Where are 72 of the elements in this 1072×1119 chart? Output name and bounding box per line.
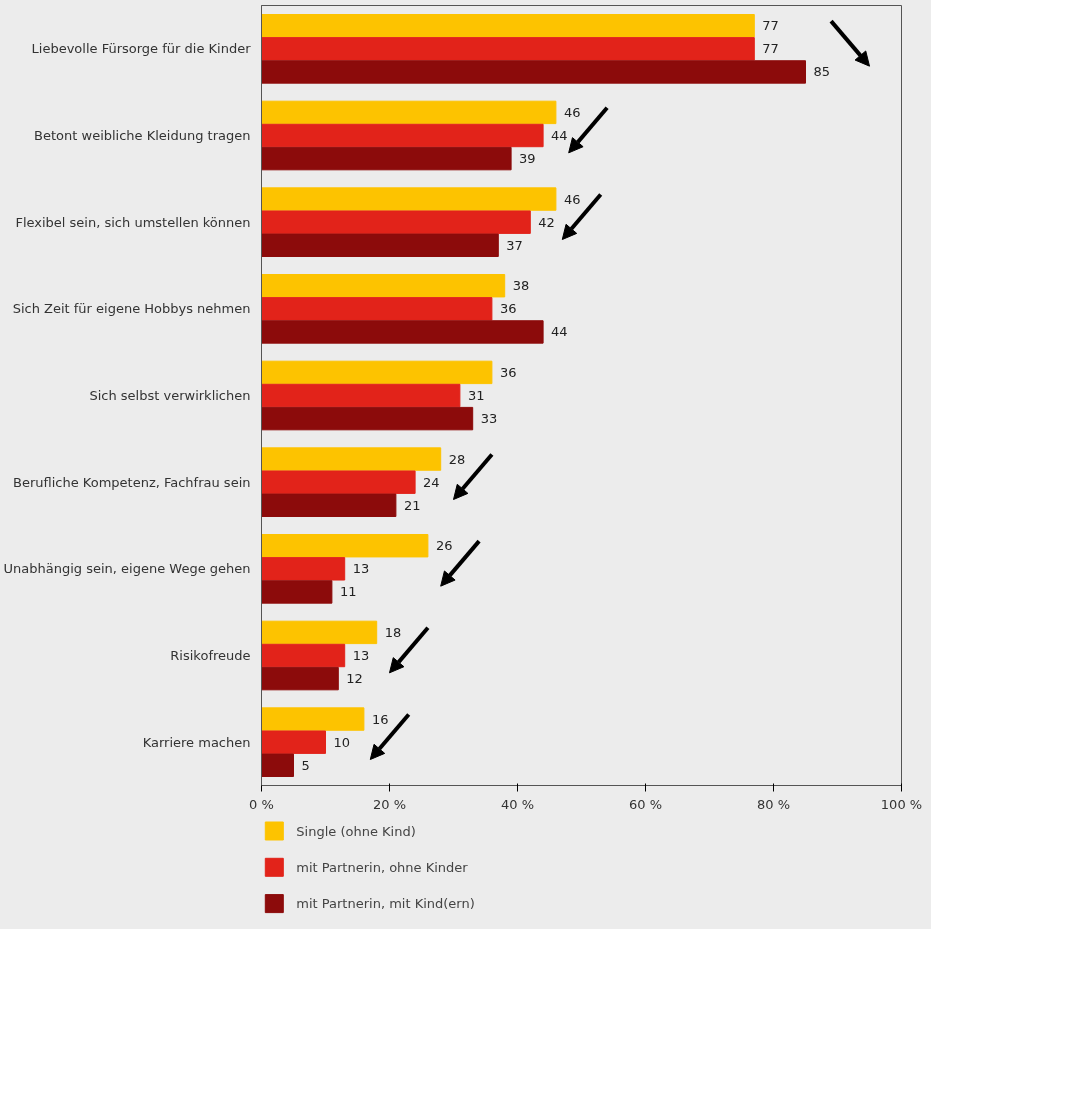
legend-label: mit Partnerin, ohne Kinder (296, 859, 469, 875)
bar (261, 320, 544, 344)
bar (261, 470, 416, 494)
data-label: 13 (352, 561, 370, 577)
bar (261, 493, 397, 517)
bar (261, 37, 755, 61)
y-tick-label: Flexibel sein, sich umstellen können (15, 214, 251, 230)
x-tick-label: 60 % (628, 796, 663, 812)
bar (261, 146, 512, 171)
bar (261, 534, 429, 558)
data-label: 5 (301, 757, 310, 773)
bar (261, 620, 378, 645)
bar (261, 210, 531, 234)
data-label: 38 (512, 278, 530, 294)
y-tick-label: Sich selbst verwirklichen (89, 388, 251, 403)
y-tick-label: Berufliche Kompetenz, Fachfrau sein (13, 474, 251, 490)
data-label: 36 (499, 364, 517, 380)
bar (261, 100, 557, 125)
x-tick-label: 0 % (249, 796, 274, 812)
bar (261, 187, 557, 211)
y-tick-label: Risikofreude (170, 648, 251, 663)
bar (261, 447, 442, 471)
data-label: 11 (339, 584, 357, 600)
data-label: 31 (467, 388, 485, 403)
data-label: 77 (762, 18, 779, 34)
data-label: 44 (551, 324, 568, 340)
x-tick-label: 20 % (372, 796, 407, 812)
data-label: 37 (506, 237, 523, 253)
y-tick-label: Sich Zeit für eigene Hobbys nehmen (12, 301, 251, 317)
data-label: 10 (333, 734, 351, 750)
data-label: 28 (448, 451, 466, 467)
bar (261, 707, 365, 731)
data-label: 44 (551, 128, 568, 143)
legend-label: Single (ohne Kind) (296, 823, 416, 839)
bar (261, 123, 544, 148)
data-label: 13 (352, 648, 370, 663)
data-label: 21 (403, 497, 421, 513)
bar (261, 297, 493, 321)
y-tick-label: Betont weibliche Kleidung tragen (34, 128, 251, 143)
x-tick-label: 40 % (500, 796, 535, 812)
data-label: 18 (384, 624, 402, 640)
y-tick-label: Liebevolle Fürsorge für die Kinder (31, 41, 252, 57)
bar (261, 666, 339, 691)
legend-label: mit Partnerin, mit Kind(ern) (296, 896, 475, 912)
x-tick-label: 100 % (880, 796, 923, 812)
data-label: 39 (519, 151, 536, 167)
bar (261, 580, 333, 604)
bar (261, 730, 326, 754)
bar (261, 233, 499, 257)
data-label: 26 (435, 538, 453, 554)
data-label: 16 (371, 711, 389, 727)
data-label: 12 (346, 671, 363, 687)
data-label: 46 (563, 104, 581, 120)
data-label: 24 (423, 474, 440, 490)
data-label: 33 (480, 411, 498, 427)
bar (261, 406, 474, 431)
bar (261, 60, 806, 84)
bar (261, 557, 346, 581)
bar (261, 14, 755, 38)
data-label: 42 (538, 214, 555, 230)
data-label: 77 (762, 41, 779, 57)
data-label: 36 (499, 301, 517, 317)
y-tick-label: Karriere machen (142, 734, 251, 750)
bar (261, 360, 493, 385)
x-tick-label: 80 % (756, 796, 791, 812)
data-label: 46 (563, 191, 581, 207)
data-label: 85 (813, 64, 831, 80)
bar (261, 383, 461, 408)
y-tick-label: Unabhängig sein, eigene Wege gehen (3, 561, 251, 577)
bar (261, 753, 294, 777)
bar (261, 274, 506, 298)
bar (261, 643, 346, 668)
